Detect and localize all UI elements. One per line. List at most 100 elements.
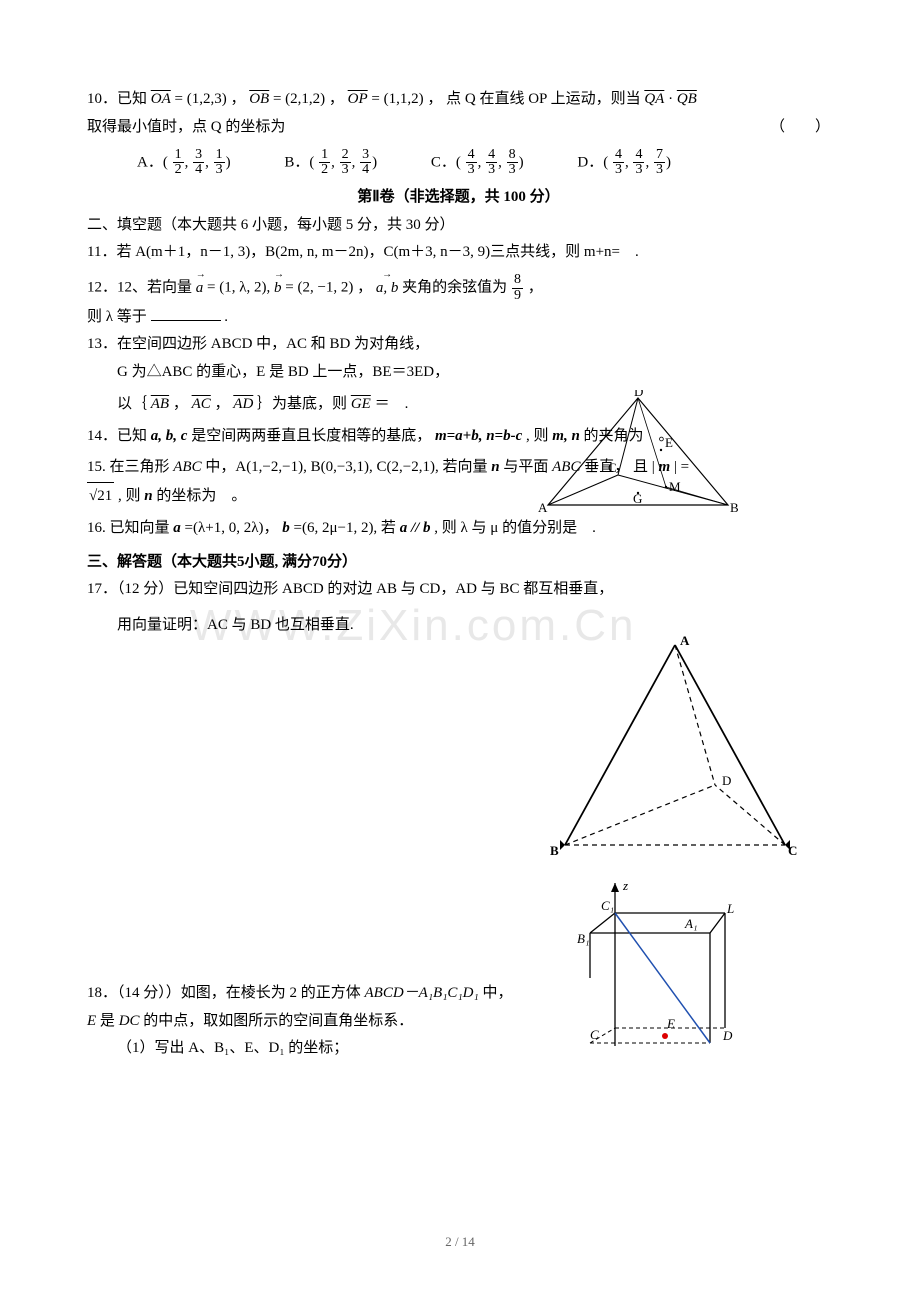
vec-a: a xyxy=(173,520,181,536)
text: 中，A(1,−2,−1), B(0,−3,1), C(2,−2,1), 若向量 xyxy=(205,459,491,475)
vec-qb: QB xyxy=(677,91,697,107)
vec-oa: OA xyxy=(151,91,171,107)
text: = (1,1,2) ， 点 Q 在直线 OP 上运动，则当 xyxy=(371,91,640,107)
label-e: E xyxy=(666,1016,675,1031)
vec-op: OP xyxy=(348,91,368,107)
vec-ab: AB xyxy=(151,396,169,412)
opt-label: D． xyxy=(577,154,603,170)
text: DC xyxy=(119,1013,140,1029)
text: ABCD－A₁B₁C₁D₁ xyxy=(365,985,479,1001)
num: 7 xyxy=(654,148,665,164)
label-c1: C₁ xyxy=(601,898,614,913)
text: m=a+b, n=b-c xyxy=(435,428,522,444)
q10-line2: 取得最小值时，点 Q 的坐标为 （ ） xyxy=(87,114,830,142)
label-l: L xyxy=(726,901,734,916)
text: 是 xyxy=(100,1013,119,1029)
label-a1: A₁ xyxy=(684,916,697,931)
num: 4 xyxy=(486,148,497,164)
text: 16. 已知向量 xyxy=(87,520,173,536)
vec-ac: AC xyxy=(192,396,211,412)
sqrt-val: 21 xyxy=(97,488,112,504)
page-number: 2 / 14 xyxy=(0,1230,920,1254)
vec-qa: QA xyxy=(644,91,664,107)
opt-d: D．( 43, 43, 73) xyxy=(577,148,671,178)
q18-l1: 18．（14 分））如图，在棱长为 2 的正方体 ABCD－A₁B₁C₁D₁ 中… xyxy=(87,980,567,1008)
opt-c: C．( 43, 43, 83) xyxy=(431,148,524,178)
text: · xyxy=(668,91,673,107)
num: 8 xyxy=(512,273,523,289)
section2-title: 第Ⅱ卷（非选择题，共 100 分） xyxy=(87,184,830,212)
text: 18．（14 分））如图，在棱长为 2 的正方体 xyxy=(87,985,365,1001)
label-c: C xyxy=(608,460,617,475)
q12-line2: 则 λ 等于 . xyxy=(87,304,830,332)
text: n xyxy=(491,459,499,475)
text: E xyxy=(87,1013,96,1029)
text: ABC xyxy=(173,459,201,475)
text: 则 λ 等于 xyxy=(87,309,147,325)
text: . xyxy=(224,309,228,325)
label-m: M xyxy=(669,479,681,494)
num: 8 xyxy=(507,148,518,164)
q13-l1: 13．在空间四边形 ABCD 中，AC 和 BD 为对角线， xyxy=(87,331,607,359)
label-b: B xyxy=(730,500,738,515)
q17-l1: 17．（12 分）已知空间四边形 ABCD 的对边 AB 与 CD，AD 与 B… xyxy=(87,576,830,604)
vec-b: b xyxy=(274,275,282,303)
label-a: A xyxy=(680,633,690,648)
num: 1 xyxy=(173,148,184,164)
figure-tetrahedron: D A B C E G M xyxy=(538,390,738,520)
label-z: z xyxy=(622,878,628,893)
text: a, b, c xyxy=(151,428,188,444)
opt-b: B．( 12, 23, 34) xyxy=(284,148,377,178)
text: = (2,1,2) ， xyxy=(273,91,344,107)
text: ＝ . xyxy=(375,396,409,412)
label-d: D xyxy=(722,773,731,788)
paren-blank: （ ） xyxy=(770,114,830,142)
num: 4 xyxy=(613,148,624,164)
text: 夹角的余弦值为 xyxy=(402,280,511,296)
solve-heading: 三、解答题（本大题共5小题, 满分70分） xyxy=(87,549,830,577)
den: 3 xyxy=(654,163,665,178)
label-c: C xyxy=(788,843,797,858)
den: 4 xyxy=(193,163,204,178)
q10: 10．已知 OA = (1,2,3) ， OB = (2,1,2) ， OP =… xyxy=(87,86,830,114)
opt-label: A． xyxy=(137,154,163,170)
q10-options: A．( 12, 34, 13) B．( 12, 23, 34) C．( 43, … xyxy=(87,148,830,178)
text: ， xyxy=(528,280,543,296)
text: =(λ+1, 0, 2λ)， xyxy=(185,520,283,536)
text: ｝为基底，则 xyxy=(257,396,347,412)
den: 3 xyxy=(214,163,225,178)
vec-a: a xyxy=(196,275,204,303)
text: 的中点，取如图所示的空间直角坐标系． xyxy=(143,1013,413,1029)
den: 3 xyxy=(486,163,497,178)
num: 3 xyxy=(360,148,371,164)
vec-ad: AD xyxy=(233,396,253,412)
den: 3 xyxy=(507,163,518,178)
text: = (1,2,3) ， xyxy=(175,91,246,107)
text: n xyxy=(144,488,152,504)
text: , 则 xyxy=(118,488,144,504)
q13-l2: G 为△ABC 的重心，E 是 BD 上一点，BE＝3ED， xyxy=(87,359,617,387)
vec-ob: OB xyxy=(249,91,269,107)
label-g: G xyxy=(633,491,642,506)
den: 9 xyxy=(512,289,523,304)
text: 的坐标为 。 xyxy=(156,488,246,504)
den: 4 xyxy=(360,163,371,178)
num: 3 xyxy=(193,148,204,164)
label-b: B xyxy=(550,843,559,858)
num: 1 xyxy=(319,148,330,164)
vec-ge: GE xyxy=(351,396,371,412)
text: 取得最小值时，点 Q 的坐标为 xyxy=(87,119,285,135)
label-b1: B₁ xyxy=(577,931,589,946)
den: 3 xyxy=(613,163,624,178)
figure-cube: z C₁ B₁ L A₁ C E D xyxy=(555,878,740,1048)
label-e: E xyxy=(665,435,673,450)
q11: 11．若 A(m＋1，n－1, 3)，B(2m, n, m－2n)，C(m＋3,… xyxy=(87,239,830,267)
den: 3 xyxy=(340,163,351,178)
vec-b: b xyxy=(282,520,290,536)
text: = (1, λ, 2), xyxy=(207,280,274,296)
opt-label: B． xyxy=(284,154,309,170)
text: = (2, −1, 2) ， xyxy=(285,280,376,296)
text: 是空间两两垂直且长度相等的基底， xyxy=(191,428,431,444)
num: 1 xyxy=(214,148,225,164)
num: 4 xyxy=(466,148,477,164)
